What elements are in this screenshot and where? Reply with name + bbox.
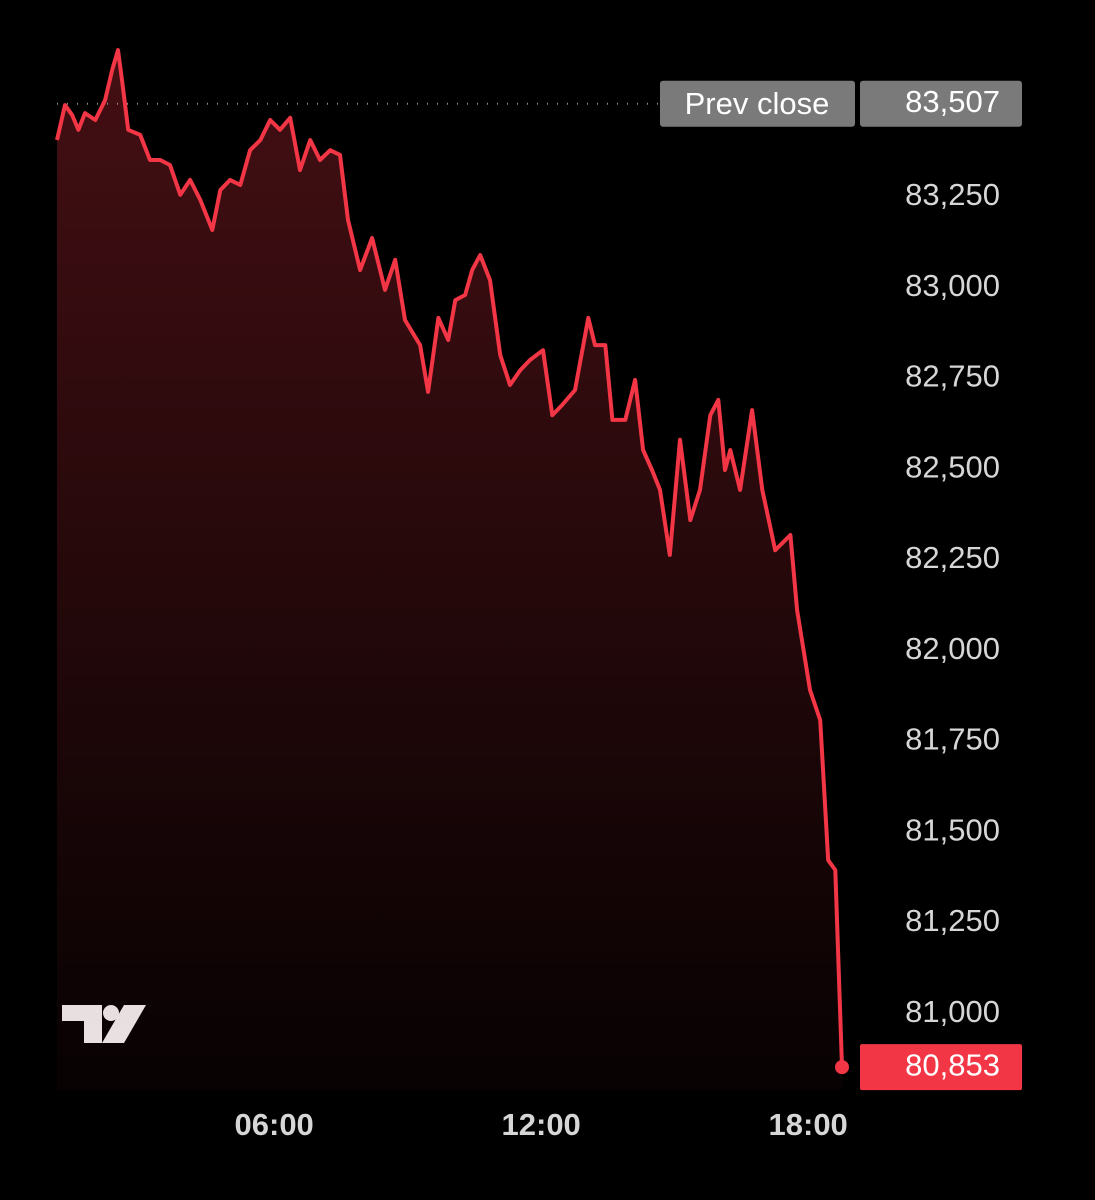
x-tick-label: 06:00 [235, 1107, 314, 1142]
y-tick-label: 81,250 [905, 903, 1000, 938]
x-tick-label: 12:00 [502, 1107, 581, 1142]
last-value-label: 80,853 [905, 1047, 1000, 1082]
last-value-box [860, 1044, 1022, 1091]
y-tick-label: 82,750 [905, 359, 1000, 394]
x-tick-label: 18:00 [769, 1107, 848, 1142]
price-line [55, 48, 844, 1068]
y-tick-label: 82,500 [905, 449, 1000, 484]
y-tick-label: 83,000 [905, 268, 1000, 303]
y-tick-label: 82,250 [905, 540, 1000, 575]
y-tick-label: 82,000 [905, 631, 1000, 666]
prev-close-value: 83,507 [905, 84, 1000, 119]
y-tick-label: 81,750 [905, 722, 1000, 757]
prev-close-label-box [660, 80, 855, 127]
prev-close-value-box [860, 80, 1022, 127]
y-tick-label: 81,000 [905, 994, 1000, 1029]
y-tick-label: 81,500 [905, 812, 1000, 847]
area-fill [57, 50, 842, 1090]
y-tick-label: 83,250 [905, 177, 1000, 212]
last-point [835, 1060, 849, 1075]
prev-close-label: Prev close [685, 86, 830, 121]
